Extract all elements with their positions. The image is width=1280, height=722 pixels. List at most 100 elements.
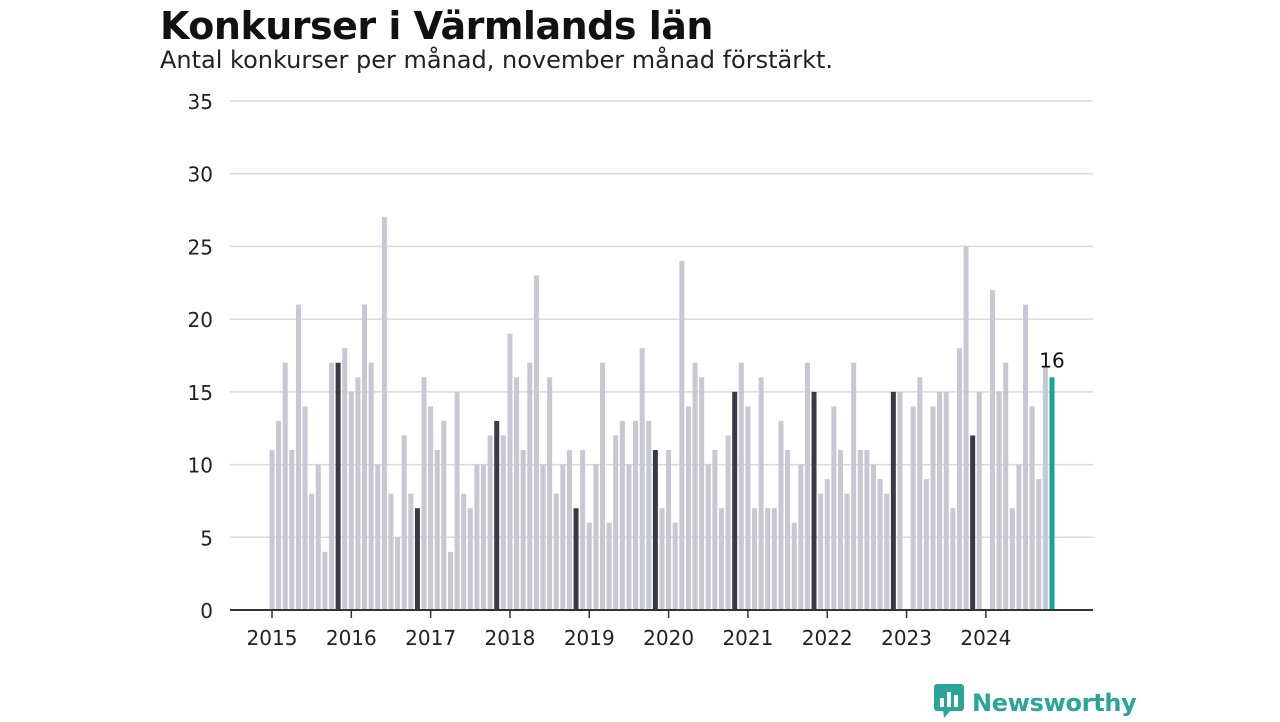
bar (1042, 367, 1048, 610)
bar (937, 391, 943, 610)
x-tick-label: 2015 (247, 626, 298, 650)
bar (699, 377, 705, 610)
bar (606, 522, 612, 610)
bar (765, 508, 771, 610)
bar (818, 493, 824, 610)
bar (328, 362, 334, 610)
bar (738, 362, 744, 610)
bar (322, 551, 328, 610)
bar (864, 450, 870, 610)
bar (963, 246, 969, 610)
bar (560, 464, 566, 610)
bar (811, 391, 817, 610)
bar (718, 508, 724, 610)
bar (824, 479, 830, 610)
bar (289, 450, 295, 610)
bar (917, 377, 923, 610)
bar (857, 450, 863, 610)
bar (282, 362, 288, 610)
bar (652, 450, 658, 610)
x-tick-label: 2017 (405, 626, 456, 650)
y-tick-label: 5 (200, 526, 213, 550)
bar (540, 464, 546, 610)
bar (401, 435, 407, 610)
bar (831, 406, 837, 610)
bar (989, 290, 995, 610)
bar (514, 377, 520, 610)
bar (705, 464, 711, 610)
bar (771, 508, 777, 610)
bar (646, 420, 652, 610)
bar (447, 551, 453, 610)
bar-chart-speech-bubble-icon (934, 684, 964, 722)
bar (342, 348, 348, 610)
x-tick-label: 2018 (485, 626, 536, 650)
bar (600, 362, 605, 610)
bar (276, 420, 282, 610)
bar (507, 333, 513, 610)
bar (375, 464, 381, 610)
x-tick-label: 2022 (802, 626, 853, 650)
bar (745, 406, 751, 610)
bar (309, 493, 315, 610)
x-tick-label: 2019 (564, 626, 615, 650)
bar (467, 508, 473, 610)
bar (798, 464, 804, 610)
bar (613, 435, 619, 610)
bar (685, 406, 691, 610)
bar (910, 406, 916, 610)
bar (1029, 406, 1035, 610)
bar (388, 493, 394, 610)
bar (619, 420, 625, 610)
bar (553, 493, 559, 610)
bar (970, 435, 976, 610)
y-tick-label: 10 (188, 454, 213, 478)
x-tick-label: 2016 (326, 626, 377, 650)
bar (580, 450, 586, 610)
bar (302, 406, 308, 610)
bar (877, 479, 883, 610)
x-tick-label: 2023 (881, 626, 932, 650)
bar (692, 362, 698, 610)
chart-subtitle: Antal konkurser per månad, november måna… (160, 46, 834, 74)
bar (414, 508, 420, 610)
brand-logo: Newsworthy (934, 684, 1137, 722)
bar (725, 435, 731, 610)
bar (626, 464, 632, 610)
bar (520, 450, 526, 610)
y-tick-label: 25 (188, 235, 213, 259)
y-tick-label: 30 (188, 163, 213, 187)
bar (950, 508, 956, 610)
bar (890, 391, 896, 610)
bar (434, 450, 440, 610)
bar (335, 362, 341, 610)
bar (758, 377, 764, 610)
brand-name: Newsworthy (972, 689, 1137, 717)
bar (1009, 508, 1015, 610)
bar (500, 435, 506, 610)
bar (732, 391, 738, 610)
bar (395, 537, 401, 610)
last-value-label: 16 (1039, 348, 1064, 372)
bar (752, 508, 758, 610)
bar (996, 391, 1002, 610)
bar (533, 275, 539, 610)
bar (348, 391, 354, 610)
bar (368, 362, 374, 610)
bar (672, 522, 678, 610)
bar (659, 508, 665, 610)
y-axis-ticks: 0 5 10 15 20 25 30 35 (188, 90, 213, 623)
bar (362, 304, 368, 610)
bar (315, 464, 321, 610)
bar (421, 377, 427, 610)
bar (1003, 362, 1009, 610)
bar (633, 420, 639, 610)
bar (1023, 304, 1029, 610)
bar (461, 493, 467, 610)
bar (666, 450, 672, 610)
x-tick-label: 2021 (722, 626, 773, 650)
bar (527, 362, 533, 610)
bar (586, 522, 592, 610)
bar (844, 493, 850, 610)
